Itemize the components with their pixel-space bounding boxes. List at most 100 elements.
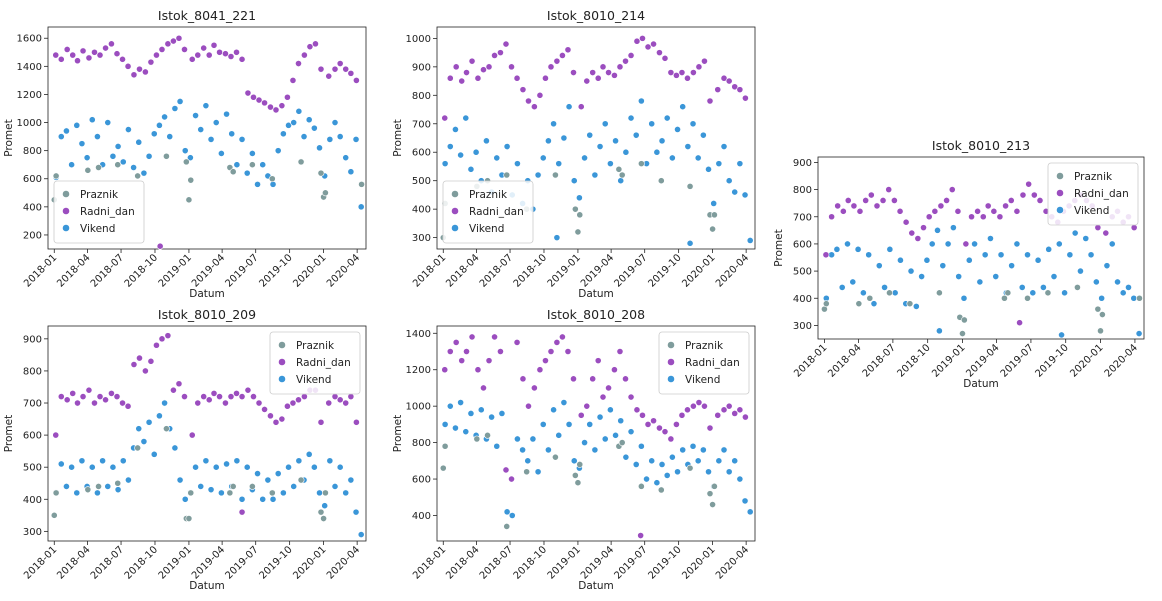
point-radni-dan — [673, 420, 680, 428]
point-vikend — [109, 152, 117, 160]
x-tick-label: 2019-10 — [646, 544, 683, 581]
point-vikend — [347, 476, 355, 484]
point-vikend — [715, 160, 723, 168]
point-vikend — [467, 410, 475, 417]
point-vikend — [648, 120, 656, 128]
point-vikend — [274, 147, 282, 155]
point-praznik — [229, 168, 237, 176]
legend-marker-radni-dan — [62, 207, 70, 215]
x-tick-label: 2020-01 — [1068, 342, 1105, 379]
point-vikend — [934, 226, 941, 234]
legend-marker-radni-dan — [278, 358, 286, 366]
point-radni-dan — [639, 411, 646, 419]
point-vikend — [217, 489, 225, 497]
x-tick-label: 2019-04 — [190, 252, 227, 289]
point-praznik — [637, 160, 645, 168]
point-vikend — [632, 461, 640, 468]
point-radni-dan — [731, 410, 739, 417]
y-tick-label: 300 — [412, 233, 431, 244]
point-radni-dan — [633, 37, 641, 45]
point-radni-dan — [480, 384, 487, 392]
point-radni-dan — [480, 66, 487, 74]
point-radni-dan — [714, 86, 722, 94]
x-tick-label: 2019-01 — [546, 252, 583, 289]
point-radni-dan — [458, 77, 466, 85]
point-radni-dan — [79, 47, 87, 55]
point-vikend — [269, 495, 277, 503]
point-vikend — [217, 150, 225, 157]
legend-box — [658, 331, 750, 395]
legend-marker-vikend — [278, 375, 286, 383]
point-radni-dan — [108, 389, 115, 397]
point-praznik — [571, 472, 579, 479]
point-radni-dan — [57, 393, 65, 400]
point-praznik — [317, 508, 325, 516]
point-vikend — [514, 160, 521, 168]
point-radni-dan — [1094, 224, 1102, 232]
point-vikend — [971, 240, 978, 248]
point-radni-dan — [1102, 229, 1110, 237]
point-vikend — [316, 144, 323, 152]
point-praznik — [1097, 327, 1104, 335]
point-radni-dan — [261, 406, 268, 413]
point-praznik — [248, 161, 256, 169]
point-vikend — [305, 450, 313, 458]
point-vikend — [838, 283, 846, 291]
point-radni-dan — [644, 420, 652, 428]
point-radni-dan — [227, 53, 235, 60]
point-vikend — [457, 151, 465, 159]
point-vikend — [483, 137, 490, 145]
point-radni-dan — [485, 63, 493, 71]
point-radni-dan — [701, 402, 708, 410]
point-radni-dan — [441, 366, 449, 374]
point-radni-dan — [331, 65, 339, 73]
point-radni-dan — [547, 348, 555, 355]
point-vikend — [342, 154, 350, 162]
point-radni-dan — [200, 393, 208, 400]
point-vikend — [689, 442, 697, 450]
point-radni-dan — [931, 207, 939, 215]
point-radni-dan — [69, 389, 77, 397]
point-radni-dan — [85, 386, 93, 394]
x-tick-label: 2019-10 — [646, 252, 683, 289]
point-radni-dan — [325, 72, 333, 80]
point-vikend — [987, 235, 994, 242]
point-radni-dan — [896, 207, 904, 215]
point-vikend — [150, 130, 158, 138]
point-radni-dan — [1016, 319, 1023, 327]
point-vikend — [705, 468, 712, 476]
point-praznik — [185, 515, 193, 522]
point-praznik — [484, 431, 491, 439]
point-radni-dan — [742, 94, 749, 102]
point-radni-dan — [96, 51, 104, 59]
point-praznik — [576, 461, 584, 468]
point-praznik — [886, 289, 893, 297]
point-vikend — [715, 457, 723, 465]
point-radni-dan — [124, 402, 132, 410]
point-radni-dan — [656, 424, 663, 432]
point-praznik — [574, 479, 582, 487]
point-praznik — [358, 180, 365, 188]
point-praznik — [1004, 289, 1012, 297]
point-radni-dan — [974, 207, 981, 215]
point-praznik — [935, 289, 943, 297]
point-radni-dan — [862, 197, 870, 204]
point-vikend — [658, 461, 666, 468]
point-radni-dan — [599, 63, 607, 71]
point-praznik — [50, 511, 58, 519]
legend-label-praznik: Praznik — [80, 189, 119, 201]
point-vikend — [305, 116, 313, 124]
point-radni-dan — [695, 399, 703, 406]
point-radni-dan — [113, 50, 121, 58]
point-radni-dan — [300, 393, 308, 400]
point-radni-dan — [63, 396, 71, 404]
point-vikend — [545, 137, 552, 145]
point-radni-dan — [508, 63, 515, 71]
point-vikend — [279, 489, 287, 497]
point-vikend — [57, 133, 65, 140]
point-vikend — [477, 406, 485, 414]
y-tick-label: 400 — [23, 495, 42, 506]
point-radni-dan — [170, 386, 177, 394]
point-vikend — [114, 486, 122, 494]
point-radni-dan — [844, 197, 852, 204]
